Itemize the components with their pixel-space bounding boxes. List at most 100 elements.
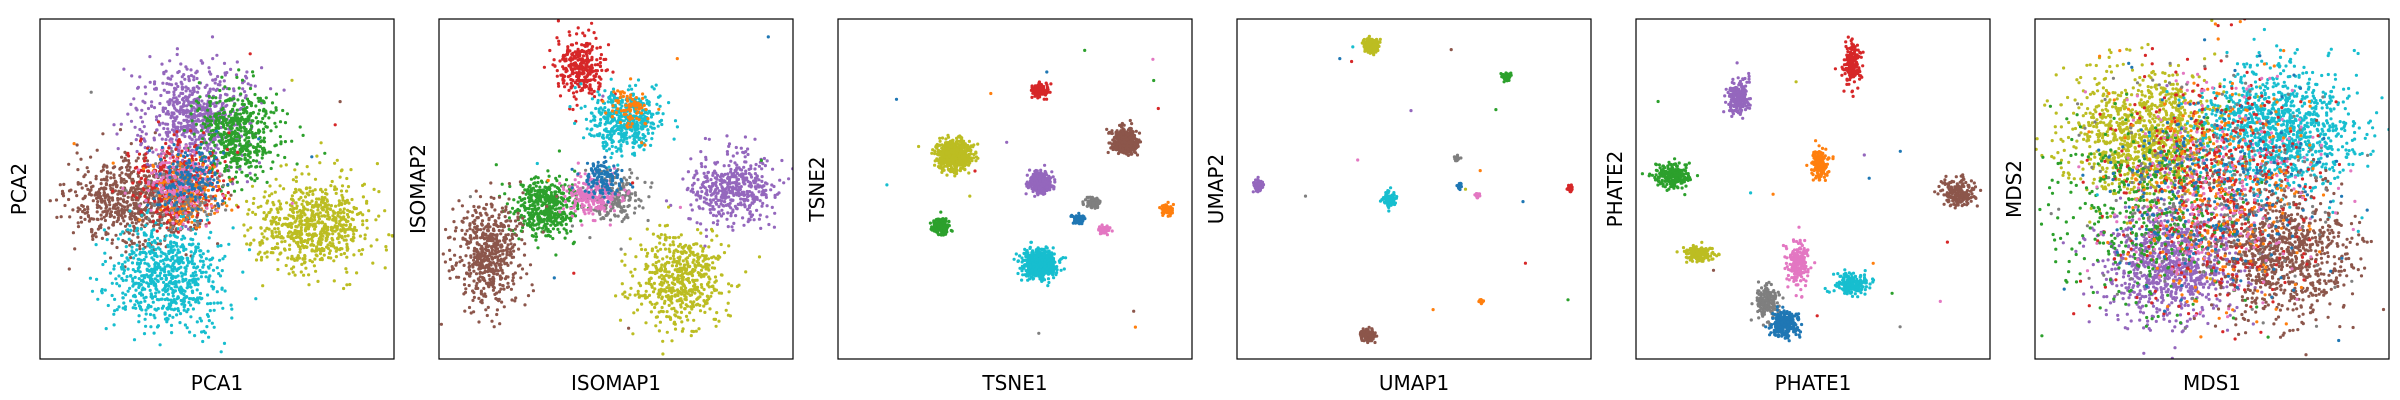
scatter-point [172,300,176,304]
scatter-point [274,143,278,147]
scatter-point [132,256,136,260]
scatter-point [299,237,304,241]
scatter-point [254,116,258,120]
scatter-point [121,159,125,163]
scatter-point [95,193,99,197]
scatter-point [120,267,124,271]
scatter-point [310,155,314,159]
scatter-point [165,154,169,158]
scatter-point [112,203,116,207]
scatter-point [175,52,179,57]
scatter-point [175,47,179,51]
scatter-point [320,190,325,194]
scatter-point [345,212,350,217]
scatter-point [243,138,247,142]
scatter-point [616,163,620,167]
scatter-point [134,159,138,163]
scatter-point [261,150,265,154]
scatter-point [322,214,326,218]
scatter-point [238,152,242,156]
scatter-point [318,161,322,165]
scatter-point [581,31,585,35]
scatter-point [274,177,278,181]
scatter-point [262,140,267,144]
scatter-point [158,133,162,137]
scatter-point [189,68,193,72]
scatter-point [263,121,267,125]
scatter-point [585,54,589,58]
scatter-point [283,222,288,226]
scatter-point [215,209,219,213]
scatter-point [278,120,283,124]
scatter-point [592,77,596,81]
scatter-point [131,268,135,272]
scatter-point [158,239,162,243]
scatter-point [174,235,178,239]
scatter-point [180,149,184,153]
scatter-point [590,21,594,25]
scatter-point [126,159,131,163]
scatter-point [214,119,218,123]
scatter-point [329,184,333,188]
scatter-point [175,172,179,176]
scatter-point [262,136,266,140]
scatter-point [598,121,603,125]
scatter-point [208,309,212,313]
scatter-point [269,129,273,133]
scatter-point [337,232,341,236]
scatter-point [129,119,134,123]
scatter-point [160,268,164,272]
scatter-point [167,184,172,188]
scatter-point [174,147,178,151]
scatter-point [199,158,203,162]
scatter-point [283,121,288,125]
scatter-point [191,91,195,95]
scatter-point [334,249,338,253]
scatter-point [100,287,104,292]
scatter-point [209,212,213,216]
scatter-point [263,114,267,118]
scatter-point [164,277,168,282]
scatter-point [140,213,144,217]
scatter-point [363,237,367,241]
scatter-point [608,132,613,137]
scatter-point [123,214,127,218]
scatter-point [151,183,155,187]
scatter-point [227,114,231,118]
scatter-point [75,143,79,147]
scatter-point [131,284,135,288]
scatter-point [214,104,218,108]
scatter-point [334,220,338,225]
scatter-point [361,195,365,199]
scatter-point [159,297,163,301]
scatter-point [334,255,338,259]
scatter-point [310,248,314,252]
scatter-point [244,132,249,136]
scatter-point [224,139,228,143]
scatter-point [642,116,647,120]
scatter-point [172,90,176,94]
scatter-point [220,102,224,106]
scatter-point [175,165,179,169]
scatter-point [153,270,157,275]
scatter-point [307,283,311,287]
scatter-point [344,223,348,227]
scatter-point [153,316,157,320]
scatter-point [214,88,218,92]
scatter-point [294,206,299,210]
scatter-point [605,135,609,139]
scatter-point [125,168,129,172]
scatter-point [617,147,621,151]
scatter-point [162,280,166,284]
scatter-point [607,95,611,100]
scatter-point [340,193,344,197]
scatter-point [72,142,76,146]
scatter-point [182,73,186,77]
scatter-point [620,128,624,132]
scatter-point [195,85,199,89]
scatter-point [179,193,183,197]
scatter-point [303,213,307,217]
scatter-point [289,221,293,225]
scatter-point [76,206,80,210]
scatter-point [198,249,202,253]
